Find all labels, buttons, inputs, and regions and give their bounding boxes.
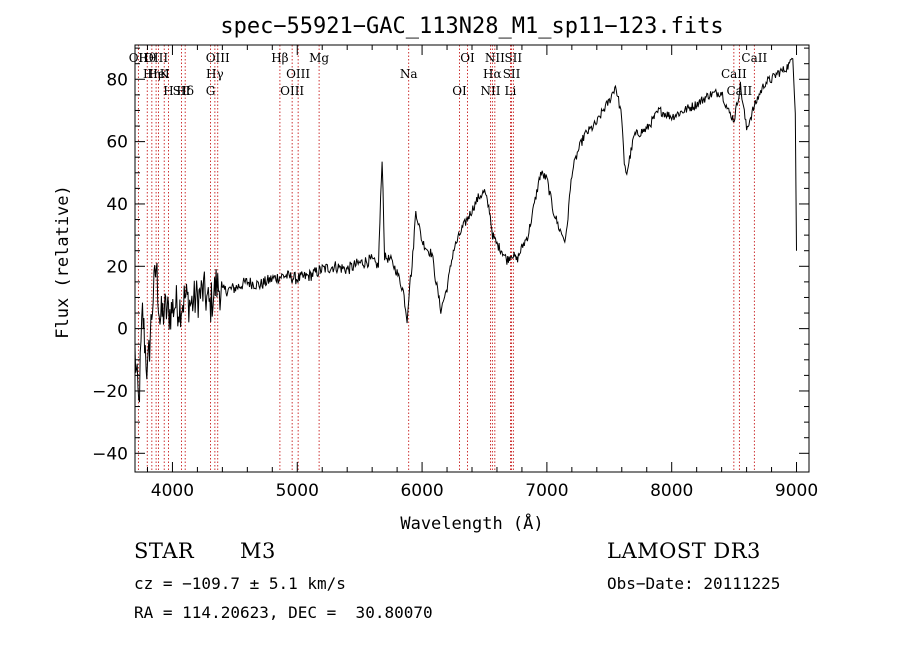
y-tick-label: 40 bbox=[106, 195, 128, 215]
x-tick-label: 9000 bbox=[775, 481, 818, 501]
x-tick-label: 8000 bbox=[650, 481, 693, 501]
line-marker-label: Mg bbox=[309, 51, 329, 65]
line-marker-label: OI bbox=[452, 84, 467, 98]
line-marker-label: G bbox=[206, 84, 216, 98]
x-axis-label: Wavelength (Å) bbox=[400, 512, 543, 534]
line-marker-label: NII bbox=[485, 51, 505, 65]
line-marker-label: OIII bbox=[206, 51, 230, 65]
y-tick-label: −20 bbox=[92, 382, 128, 402]
x-tick-label: 6000 bbox=[400, 481, 443, 501]
line-marker-labels: HθKHδOIIHeISIIOIIIHηHOIIIHγGHβOIIIOIIIMg… bbox=[129, 51, 768, 98]
object-class: STAR bbox=[134, 539, 195, 563]
line-marker-label: Hθ bbox=[138, 51, 156, 65]
x-tick-label: 7000 bbox=[525, 481, 568, 501]
line-marker-label: OI bbox=[460, 51, 475, 65]
y-tick-label: 80 bbox=[106, 70, 128, 90]
axis-ticks bbox=[135, 45, 809, 472]
line-marker-label: H bbox=[163, 84, 173, 98]
line-marker-label: K bbox=[160, 67, 170, 81]
line-marker-label: CaII bbox=[741, 51, 767, 65]
line-marker-label: SII bbox=[504, 51, 522, 65]
survey-name: LAMOST DR3 bbox=[607, 539, 761, 563]
line-marker-label: OIII bbox=[286, 67, 310, 81]
y-tick-label: 60 bbox=[106, 133, 128, 153]
line-markers bbox=[137, 45, 755, 472]
line-marker-label: OII bbox=[129, 51, 149, 65]
y-tick-label: −40 bbox=[92, 444, 128, 464]
y-axis-label: Flux (relative) bbox=[53, 185, 73, 339]
x-tick-label: 4000 bbox=[151, 481, 194, 501]
line-marker-label: Hβ bbox=[271, 51, 288, 65]
object-subclass: M3 bbox=[240, 539, 276, 563]
line-marker-label: Hη bbox=[143, 67, 161, 81]
line-marker-label: Hα bbox=[483, 67, 502, 81]
line-marker-label: HeI bbox=[147, 67, 170, 81]
y-tick-labels: −40 −20 0 20 40 60 80 bbox=[92, 70, 128, 464]
x-tick-label: 5000 bbox=[276, 481, 319, 501]
x-tick-labels: 4000 5000 6000 7000 8000 9000 bbox=[151, 481, 818, 501]
line-marker-label: Hγ bbox=[206, 67, 224, 81]
coordinates-text: RA = 114.20623, DEC = 30.80070 bbox=[134, 603, 433, 622]
y-tick-label: 20 bbox=[106, 257, 128, 277]
plot-frame bbox=[134, 44, 810, 473]
chart-title: spec−55921−GAC_113N28_M1_sp11−123.fits bbox=[220, 14, 723, 39]
line-marker-label: NII bbox=[480, 84, 500, 98]
line-marker-label: SII bbox=[503, 67, 521, 81]
obs-date: Obs−Date: 20111225 bbox=[607, 574, 781, 593]
line-marker-label: CaII bbox=[721, 67, 747, 81]
line-marker-label: SII bbox=[173, 84, 191, 98]
line-marker-label: OIII bbox=[280, 84, 304, 98]
redshift-text: cz = −109.7 ± 5.1 km/s bbox=[134, 574, 346, 593]
line-marker-label: OIII bbox=[144, 51, 168, 65]
line-marker-label: Hδ bbox=[176, 84, 194, 98]
y-tick-label: 0 bbox=[117, 320, 128, 340]
line-marker-label: Na bbox=[400, 67, 418, 81]
spectrum-line bbox=[134, 57, 797, 403]
line-marker-label: Li bbox=[505, 84, 517, 98]
